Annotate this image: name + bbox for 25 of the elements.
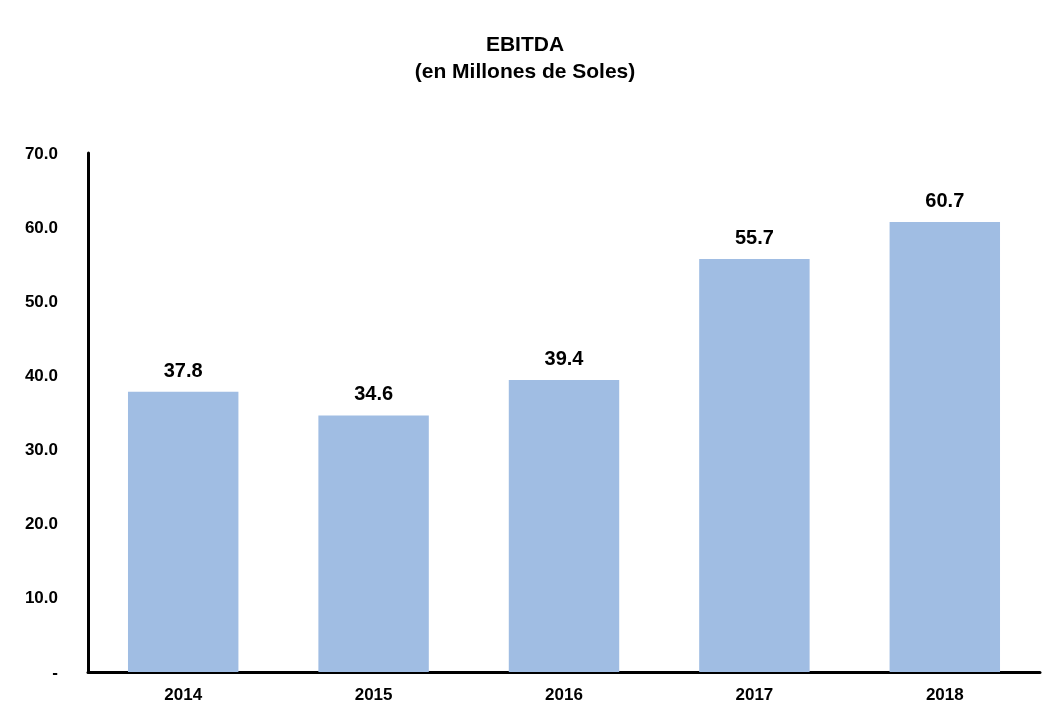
x-tick-label: 2014 <box>164 685 203 704</box>
chart-subtitle: (en Millones de Soles) <box>414 59 636 82</box>
x-tick-label: 2017 <box>735 685 774 704</box>
y-tick-label: - <box>52 662 58 682</box>
bar <box>318 415 429 672</box>
y-tick-label: 30.0 <box>24 440 58 460</box>
data-label: 55.7 <box>734 226 774 249</box>
chart-title: EBITDA <box>485 32 565 55</box>
data-label: 37.8 <box>163 358 203 381</box>
data-label: 39.4 <box>544 346 585 369</box>
bar <box>127 391 239 672</box>
data-label: 34.6 <box>354 382 394 405</box>
bar <box>699 259 810 672</box>
y-tick-label: 20.0 <box>24 514 58 534</box>
y-tick-label: 10.0 <box>24 588 58 608</box>
bar <box>508 379 620 672</box>
bar <box>889 221 1001 672</box>
y-tick-label: 40.0 <box>24 365 58 385</box>
y-tick-label: 50.0 <box>24 291 58 311</box>
x-tick-label: 2018 <box>925 685 964 704</box>
y-tick-label: 70.0 <box>24 143 58 163</box>
x-tick-label: 2015 <box>354 685 393 704</box>
x-tick-label: 2016 <box>545 685 583 704</box>
y-tick-label: 60.0 <box>24 217 58 237</box>
data-label: 60.7 <box>925 188 965 211</box>
